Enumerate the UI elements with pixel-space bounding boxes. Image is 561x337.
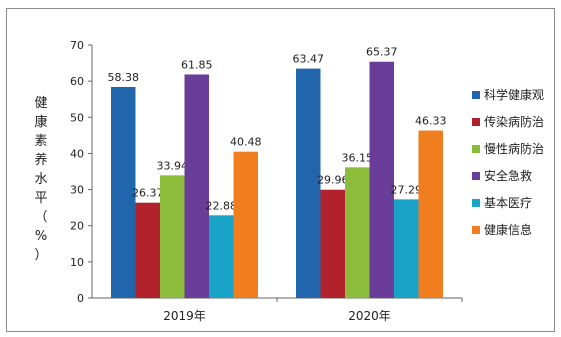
legend-label: 健康信息 [484,222,532,237]
y-tick-label: 20 [70,220,84,233]
y-tick-label: 30 [70,184,84,197]
category-label: 2020年 [348,309,391,323]
legend-swatch [472,199,480,207]
bar [394,199,419,298]
legend-label: 传染病防治 [484,114,544,129]
legend-swatch [472,118,480,126]
data-label: 40.48 [230,136,262,149]
legend-label: 基本医疗 [484,196,532,210]
y-axis-label-char: （ [34,210,47,225]
legend-swatch [472,172,480,180]
data-label: 36.15 [342,151,374,164]
data-label: 61.85 [181,58,213,71]
bar [345,167,370,298]
chart-frame [6,8,555,332]
category-label: 2019年 [163,309,206,323]
data-label: 63.47 [293,53,325,66]
data-label: 46.33 [415,115,447,128]
y-axis-label-char: 健 [34,96,47,111]
bar [296,68,321,298]
legend-swatch [472,91,480,99]
y-axis-label-char: 素 [34,134,47,149]
bar [209,215,234,298]
data-label: 26.37 [132,187,164,200]
y-axis-label-char: 平 [34,191,47,206]
bar [418,130,443,298]
bar [320,189,345,298]
legend-swatch [472,226,480,234]
y-tick-label: 60 [70,75,84,88]
data-label: 29.96 [317,174,349,187]
bar [160,175,185,298]
data-label: 33.94 [157,159,189,172]
bar [184,74,209,299]
y-tick-label: 50 [70,111,84,124]
bar [369,61,394,298]
bar [111,86,136,298]
y-axis-label-char: % [35,229,47,244]
bar [135,202,160,298]
legend-label: 安全急救 [484,168,532,183]
y-axis-label-char: 养 [34,152,47,168]
y-tick-label: 10 [70,256,84,269]
legend-label: 科学健康观 [484,87,544,102]
data-label: 22.88 [206,199,238,212]
data-label: 58.38 [108,71,140,84]
y-axis-label-char: 水 [34,172,47,187]
data-label: 65.37 [366,46,398,59]
data-label: 27.29 [391,183,423,196]
legend-swatch [472,145,480,153]
y-tick-label: 0 [77,292,84,305]
y-tick-label: 70 [70,39,84,52]
y-axis-label-char: ） [34,248,47,263]
y-axis-label-char: 康 [34,114,47,130]
bar [233,151,258,298]
y-tick-label: 40 [70,147,84,160]
legend-label: 慢性病防治 [484,141,544,156]
